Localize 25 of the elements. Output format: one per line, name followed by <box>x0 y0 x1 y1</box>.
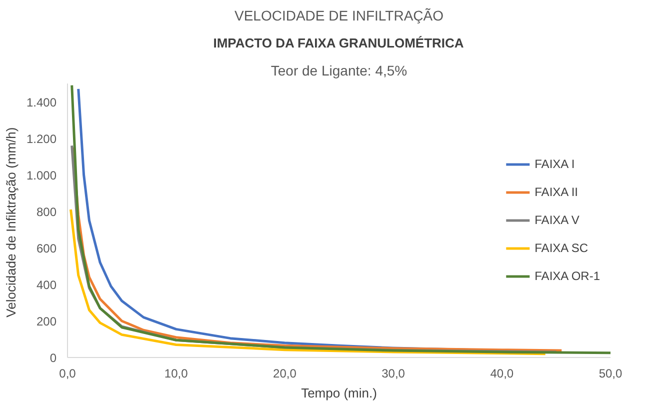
x-tick-label: 10,0 <box>164 366 188 380</box>
x-axis-title: Tempo (min.) <box>301 386 377 400</box>
chart-subtitle: IMPACTO DA FAIXA GRANULOMÉTRICA <box>213 36 464 50</box>
legend-label: FAIXA OR-1 <box>534 269 600 283</box>
legend-label: FAIXA V <box>534 213 580 227</box>
y-tick-label: 1.000 <box>26 168 57 182</box>
legend-label: FAIXA I <box>534 157 575 171</box>
y-tick-label: 0 <box>50 351 57 365</box>
text: Teor de Ligante: 4,5% <box>270 62 408 78</box>
legend-label: FAIXA II <box>534 185 578 199</box>
y-tick-label: 1.400 <box>26 95 57 110</box>
x-tick-label: 40,0 <box>490 366 514 380</box>
x-tick-label: 0,0 <box>59 366 76 380</box>
y-tick-label: 800 <box>36 204 57 219</box>
chart-title: VELOCIDADE DE INFILTRAÇÃO <box>234 8 444 24</box>
x-tick-label: 30,0 <box>382 366 406 380</box>
line-series <box>70 84 610 354</box>
y-axis-title: Velocidade de Infiktração (mm/h) <box>3 127 18 318</box>
legend-label: FAIXA SC <box>534 241 588 255</box>
y-tick-label: 200 <box>36 314 57 328</box>
y-tick-label: 600 <box>36 241 57 256</box>
y-tick-label: 1.200 <box>26 132 57 146</box>
y-tick-label: 400 <box>36 278 57 292</box>
x-tick-label: 50,0 <box>598 366 623 380</box>
x-tick-label: 20,0 <box>273 366 297 380</box>
